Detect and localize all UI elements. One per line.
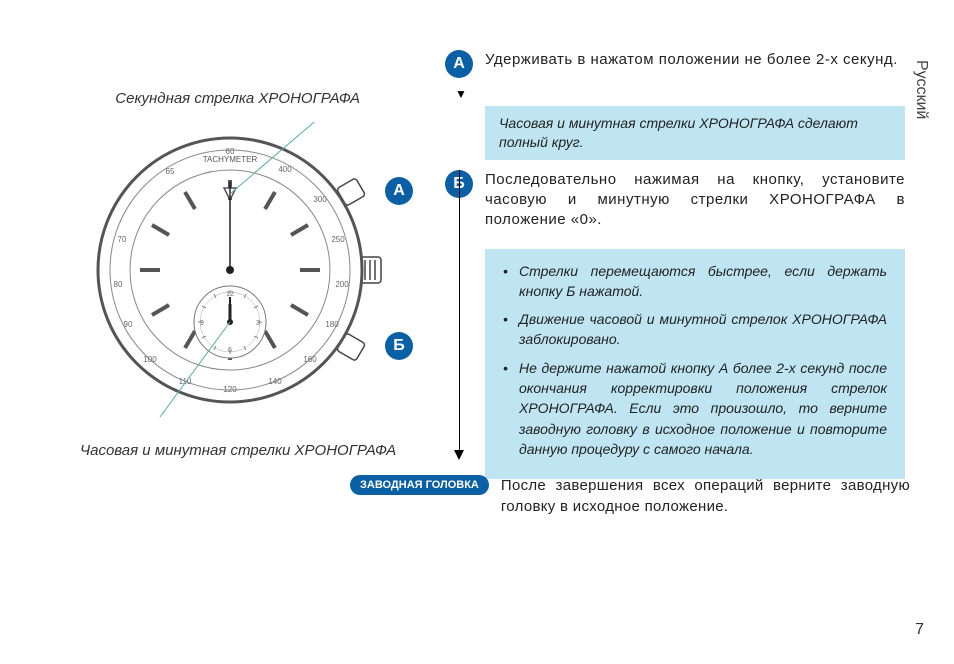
watch-diagram: TACHYMETER 60 400 300 250 200 180 160 14… [50, 122, 430, 422]
note-item-1: Стрелки перемещаются быстрее, если держа… [503, 261, 887, 302]
right-column: А Удерживать в нажатом положении не боле… [445, 50, 905, 489]
flow-line [458, 170, 460, 460]
note-item-3: Не держите нажатой кнопку А более 2-х се… [503, 358, 887, 459]
svg-text:3: 3 [256, 320, 260, 327]
flow-arrowhead-icon [454, 450, 464, 460]
svg-text:70: 70 [118, 235, 127, 244]
step-a-marker: А [445, 50, 473, 78]
language-label: Русский [912, 60, 930, 119]
left-column: Секундная стрелка ХРОНОГРАФА [50, 90, 430, 459]
svg-text:140: 140 [268, 377, 282, 386]
crown-badge: ЗАВОДНАЯ ГОЛОВКА [350, 475, 489, 495]
big-note-box: Стрелки перемещаются быстрее, если держа… [485, 249, 905, 480]
label-second-hand: Секундная стрелка ХРОНОГРАФА [50, 90, 430, 107]
button-b-marker: Б [385, 332, 413, 360]
page-root: Русский 7 Секундная стрелка ХРОНОГРАФА [0, 0, 954, 664]
svg-text:200: 200 [335, 280, 349, 289]
flow-arrow-icon: ▼ [455, 88, 905, 100]
svg-text:300: 300 [313, 195, 327, 204]
step-a-text: Удерживать в нажатом положении не более … [485, 50, 898, 70]
svg-text:60: 60 [226, 147, 235, 156]
svg-text:9: 9 [200, 320, 204, 327]
tachymeter-text: TACHYMETER [203, 155, 258, 164]
svg-text:120: 120 [223, 385, 237, 394]
svg-text:90: 90 [124, 320, 133, 329]
svg-text:180: 180 [325, 320, 339, 329]
svg-text:80: 80 [114, 280, 123, 289]
svg-text:65: 65 [166, 167, 175, 176]
crown-text: После завершения всех операций верните з… [497, 475, 910, 517]
svg-text:400: 400 [278, 165, 292, 174]
label-hour-minute-hands: Часовая и минутная стрелки ХРОНОГРАФА [50, 442, 430, 459]
crown-row: ЗАВОДНАЯ ГОЛОВКА После завершения всех о… [350, 475, 910, 517]
svg-text:250: 250 [331, 235, 345, 244]
svg-text:160: 160 [303, 355, 317, 364]
note-after-a: Часовая и минутная стрелки ХРОНОГРАФА сд… [485, 106, 905, 160]
svg-text:100: 100 [143, 355, 157, 364]
step-b-text: Последовательно нажимая на кнопку, устан… [485, 170, 905, 231]
note-item-2: Движение часовой и минутной стрелок ХРОН… [503, 309, 887, 350]
step-a: А Удерживать в нажатом положении не боле… [445, 50, 905, 78]
page-number: 7 [915, 621, 924, 639]
button-a-marker: А [385, 177, 413, 205]
watch-svg: TACHYMETER 60 400 300 250 200 180 160 14… [50, 122, 430, 422]
step-b: Б Последовательно нажимая на кнопку, уст… [445, 170, 905, 231]
svg-text:110: 110 [179, 377, 192, 386]
